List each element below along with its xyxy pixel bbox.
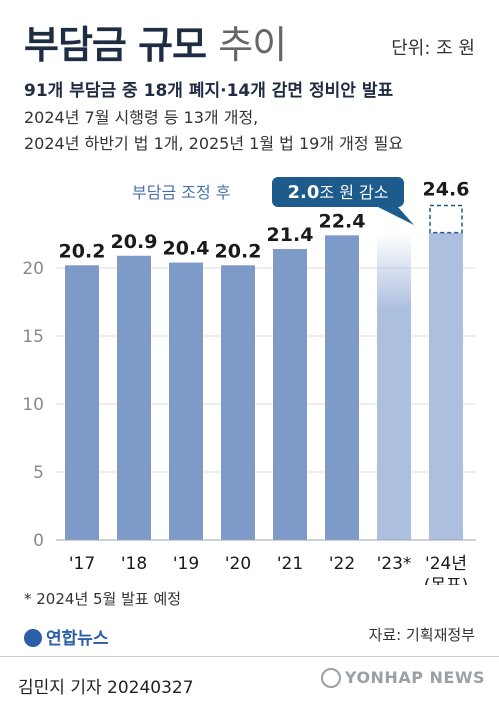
callout-value: 2.0: [288, 182, 320, 203]
x-tick-label: '20: [225, 554, 251, 574]
yonhap-logo: 연합뉴스: [24, 624, 109, 649]
data-label: 20.2: [59, 240, 106, 262]
subtitle-line-2: 2024년 하반기 법 1개, 2025년 1월 법 19개 개정 필요: [24, 134, 404, 153]
unit-label: 단위: 조 원: [391, 38, 475, 59]
x-tick-label: '23*: [377, 554, 412, 574]
x-tick-label: '17: [69, 554, 95, 574]
x-tick-label: '22: [329, 554, 355, 574]
reporter-credit: 김민지 기자 20240327: [18, 678, 194, 698]
bar: [65, 265, 99, 540]
bar: [169, 262, 203, 540]
chart-title: 부담금 규모 추이: [24, 14, 287, 69]
yonhap-logo-icon: [24, 629, 42, 647]
y-tick-label: 15: [22, 327, 44, 347]
footnote: * 2024년 5월 발표 예정: [24, 590, 182, 608]
title-main: 부담금 규모: [24, 23, 207, 67]
callout-box: [272, 177, 404, 207]
y-tick-label: 5: [33, 463, 44, 483]
y-tick-label: 20: [22, 259, 44, 279]
bar: [221, 265, 255, 540]
bar-reduction-segment: [429, 204, 463, 234]
bar: [117, 255, 151, 540]
data-label: 20.9: [111, 231, 158, 253]
y-tick-label: 10: [22, 395, 44, 415]
callout-pointer: [378, 207, 414, 225]
watermark: YONHAP NEWS: [320, 668, 485, 688]
data-label: 20.2: [215, 240, 262, 262]
x-tick-label: '24년: [425, 554, 467, 574]
watermark-text: YONHAP NEWS: [344, 668, 485, 687]
headline: 91개 부담금 중 18개 폐지·14개 감면 정비안 발표: [24, 81, 394, 101]
bar-chart: 0 5 10 15 20 20.2 '17 20.9 '18 20.4 '19 20.2 '20 21.4…: [22, 177, 476, 585]
callout-unit: 조 원 감소: [319, 183, 388, 202]
bar: [325, 235, 359, 541]
source-label: 자료: 기획재정부: [368, 626, 475, 644]
subtitle-line-1: 2024년 7월 시행령 등 13개 개정,: [24, 108, 259, 127]
title-suffix: 추이: [218, 23, 287, 67]
bar: [377, 232, 411, 540]
annotation-label: 부담금 조정 후: [132, 183, 231, 202]
data-label: 21.4: [267, 224, 314, 246]
bar: [429, 232, 463, 540]
callout-text: 2.0조 원 감소: [288, 182, 389, 203]
x-tick-label: '19: [173, 554, 199, 574]
x-tick-sublabel: (목표): [424, 576, 469, 585]
logo-text: 연합뉴스: [46, 629, 109, 649]
watermark-icon: [320, 668, 341, 688]
bar: [273, 248, 307, 540]
y-tick-label: 0: [33, 531, 44, 551]
data-label: 24.6: [423, 178, 470, 200]
x-tick-label: '18: [121, 554, 147, 574]
x-tick-label: '21: [277, 554, 303, 574]
data-label: 22.4: [319, 210, 366, 232]
footer-divider: [0, 656, 499, 657]
data-label: 20.4: [163, 238, 210, 260]
